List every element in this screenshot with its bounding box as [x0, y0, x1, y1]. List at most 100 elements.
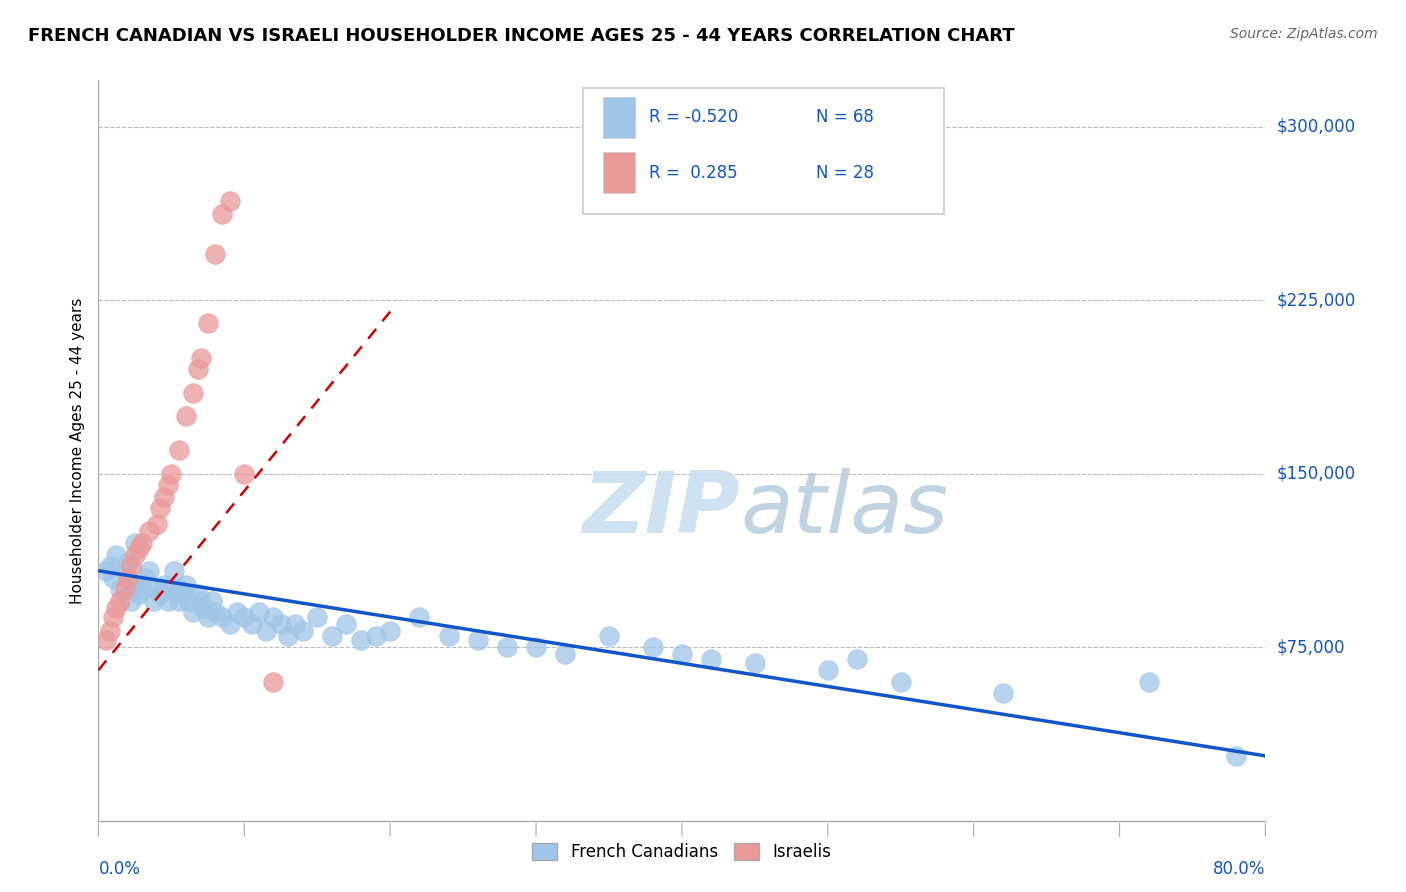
- Point: [846, 651, 869, 665]
- Point: [211, 207, 233, 221]
- Point: [117, 554, 139, 569]
- Point: [211, 610, 233, 624]
- Point: [124, 536, 146, 550]
- Point: [262, 610, 284, 624]
- Text: atlas: atlas: [741, 468, 948, 551]
- Point: [101, 571, 124, 585]
- Point: [181, 606, 204, 620]
- Point: [262, 674, 284, 689]
- FancyBboxPatch shape: [603, 97, 636, 137]
- Point: [1137, 674, 1160, 689]
- Point: [190, 351, 212, 365]
- Point: [197, 610, 219, 624]
- Text: $150,000: $150,000: [1277, 465, 1355, 483]
- Point: [204, 606, 226, 620]
- Text: $75,000: $75,000: [1277, 638, 1346, 657]
- Point: [291, 624, 314, 638]
- Point: [124, 577, 146, 591]
- Text: N = 28: N = 28: [815, 164, 875, 182]
- Point: [240, 617, 263, 632]
- Legend: French Canadians, Israelis: French Canadians, Israelis: [526, 837, 838, 868]
- Text: 80.0%: 80.0%: [1213, 860, 1265, 878]
- Point: [187, 587, 209, 601]
- Point: [114, 564, 136, 578]
- Point: [817, 663, 839, 677]
- Point: [187, 362, 209, 376]
- FancyBboxPatch shape: [603, 153, 636, 194]
- Point: [134, 571, 156, 585]
- Point: [247, 606, 270, 620]
- Text: N = 68: N = 68: [815, 108, 875, 127]
- Point: [120, 559, 142, 574]
- Point: [190, 594, 212, 608]
- Point: [991, 686, 1014, 700]
- Point: [138, 564, 160, 578]
- Point: [160, 467, 183, 481]
- Point: [197, 316, 219, 330]
- Text: R = -0.520: R = -0.520: [650, 108, 738, 127]
- Point: [114, 582, 136, 597]
- Point: [408, 610, 430, 624]
- Text: FRENCH CANADIAN VS ISRAELI HOUSEHOLDER INCOME AGES 25 - 44 YEARS CORRELATION CHA: FRENCH CANADIAN VS ISRAELI HOUSEHOLDER I…: [28, 27, 1015, 45]
- Point: [201, 594, 224, 608]
- Point: [641, 640, 664, 654]
- Point: [167, 582, 190, 597]
- Point: [233, 467, 256, 481]
- Point: [149, 501, 172, 516]
- Point: [110, 582, 132, 597]
- Point: [350, 633, 373, 648]
- Text: $225,000: $225,000: [1277, 291, 1355, 309]
- Text: $300,000: $300,000: [1277, 118, 1355, 136]
- Point: [104, 600, 127, 615]
- Point: [163, 564, 186, 578]
- Point: [128, 587, 150, 601]
- Point: [160, 582, 183, 597]
- Point: [193, 600, 215, 615]
- Point: [138, 524, 160, 539]
- Point: [380, 624, 402, 638]
- Point: [524, 640, 547, 654]
- Point: [181, 385, 204, 400]
- Point: [364, 628, 387, 642]
- Text: R =  0.285: R = 0.285: [650, 164, 738, 182]
- Point: [554, 647, 576, 661]
- Point: [700, 651, 723, 665]
- Point: [890, 674, 912, 689]
- Point: [131, 536, 153, 550]
- Point: [167, 594, 190, 608]
- Point: [124, 548, 146, 562]
- Point: [270, 617, 292, 632]
- Point: [226, 606, 249, 620]
- Point: [153, 490, 176, 504]
- Point: [98, 559, 121, 574]
- Text: ZIP: ZIP: [582, 468, 741, 551]
- Point: [174, 577, 197, 591]
- Point: [101, 610, 124, 624]
- Point: [254, 624, 277, 638]
- Point: [744, 657, 766, 671]
- Point: [153, 577, 176, 591]
- Point: [94, 564, 117, 578]
- Point: [120, 594, 142, 608]
- Point: [142, 594, 165, 608]
- Point: [94, 633, 117, 648]
- FancyBboxPatch shape: [582, 87, 945, 213]
- Text: Source: ZipAtlas.com: Source: ZipAtlas.com: [1230, 27, 1378, 41]
- Point: [174, 409, 197, 423]
- Point: [157, 594, 180, 608]
- Point: [157, 478, 180, 492]
- Point: [335, 617, 357, 632]
- Point: [233, 610, 256, 624]
- Point: [98, 624, 121, 638]
- Point: [117, 571, 139, 585]
- Point: [128, 541, 150, 555]
- Text: 0.0%: 0.0%: [98, 860, 141, 878]
- Point: [218, 194, 240, 208]
- Point: [321, 628, 343, 642]
- Point: [437, 628, 460, 642]
- Point: [467, 633, 489, 648]
- Point: [598, 628, 620, 642]
- Point: [110, 594, 132, 608]
- Point: [277, 628, 299, 642]
- Point: [671, 647, 693, 661]
